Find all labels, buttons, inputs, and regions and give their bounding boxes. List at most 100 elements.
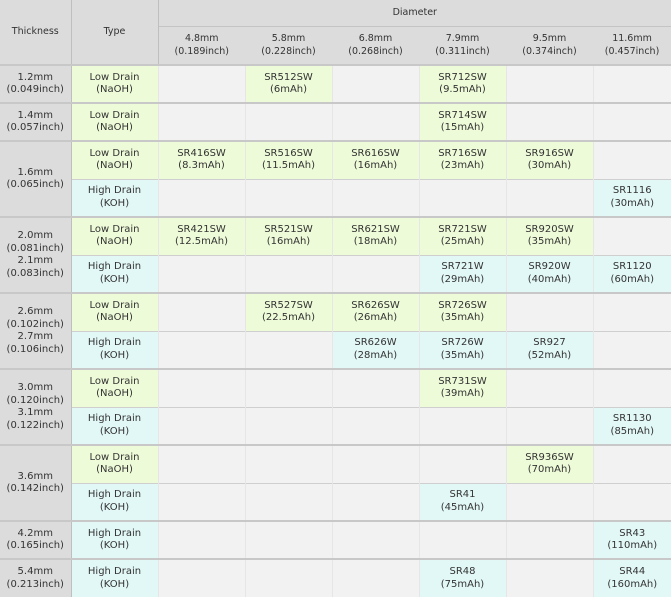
empty-cell [331,368,419,407]
battery-cell: SR512SW (6mAh) [244,64,332,103]
battery-cell: SR1120 (60mAh) [592,254,671,293]
battery-cell: SR621SW (18mAh) [331,216,419,255]
battery-cell: SR714SW (15mAh) [418,102,506,141]
table-row: 3.0mm (0.120inch) 3.1mm (0.122inch) Low Dra… [0,368,671,445]
empty-cell [592,102,671,141]
battery-cell: SR712SW (9.5mAh) [418,64,506,103]
table-row: High Drain (KOH) SR1130 (85mAh) [0,406,671,445]
battery-cell: SR726W (35mAh) [418,330,506,369]
empty-cell [418,444,506,483]
thickness-header: Thickness [0,0,72,65]
empty-cell [157,292,245,331]
empty-cell [592,482,671,521]
type-cell-high-drain: High Drain (KOH) [70,482,158,521]
battery-cell: SR626SW (26mAh) [331,292,419,331]
table-row: 3.6mm (0.142inch) Low Drain (NaOH) SR936SW… [0,444,671,521]
battery-cell: SR721SW (25mAh) [418,216,506,255]
table-row: 1.4mm (0.057inch) Low Drain (NaOH) SR714SW… [0,102,671,141]
battery-cell: SR731SW (39mAh) [418,368,506,407]
battery-cell: SR927 (52mAh) [505,330,593,369]
empty-cell [505,292,593,331]
empty-cell [244,520,332,559]
empty-cell [505,368,593,407]
empty-cell [244,330,332,369]
empty-cell [244,102,332,141]
battery-cell: SR516SW (11.5mAh) [244,140,332,179]
empty-cell [331,444,419,483]
battery-cell: SR48 (75mAh) [418,558,506,597]
empty-cell [505,102,593,141]
empty-cell [331,178,419,217]
type-cell-high-drain: High Drain (KOH) [70,178,158,217]
empty-cell [244,254,332,293]
empty-cell [331,406,419,445]
diameter-col-header: 5.8mm (0.228inch) [245,26,332,65]
battery-cell: SR920SW (35mAh) [505,216,593,255]
type-cell-low-drain: Low Drain (NaOH) [70,140,158,179]
empty-cell [592,216,671,255]
diameter-col-header: 9.5mm (0.374inch) [506,26,593,65]
type-cell-low-drain: Low Drain (NaOH) [70,216,158,255]
table-row: 2.6mm (0.102inch) 2.7mm (0.106inch) Low Dra… [0,292,671,369]
battery-cell: SR41 (45mAh) [418,482,506,521]
empty-cell [418,178,506,217]
empty-cell [244,406,332,445]
empty-cell [157,64,245,103]
battery-cell: SR1116 (30mAh) [592,178,671,217]
empty-cell [505,520,593,559]
empty-cell [418,520,506,559]
empty-cell [157,102,245,141]
battery-cell: SR1130 (85mAh) [592,406,671,445]
type-cell-low-drain: Low Drain (NaOH) [70,444,158,483]
thickness-cell: 4.2mm (0.165inch) [0,520,72,559]
thickness-cell: 3.6mm (0.142inch) [0,444,72,521]
type-header: Type [71,0,159,65]
diameter-header: Diameter [158,0,671,27]
empty-cell [331,520,419,559]
diameter-col-header: 4.8mm (0.189inch) [158,26,245,65]
battery-cell: SR527SW (22.5mAh) [244,292,332,331]
battery-cell: SR726SW (35mAh) [418,292,506,331]
table-row: 1.6mm (0.065inch) Low Drain (NaOH) SR416SW… [0,140,671,217]
empty-cell [244,482,332,521]
empty-cell [592,444,671,483]
thickness-cell: 2.6mm (0.102inch) 2.7mm (0.106inch) [0,292,72,369]
diameter-col-header: 7.9mm (0.311inch) [419,26,506,65]
type-cell-low-drain: Low Drain (NaOH) [70,368,158,407]
empty-cell [157,178,245,217]
battery-cell: SR43 (110mAh) [592,520,671,559]
empty-cell [505,406,593,445]
empty-cell [157,444,245,483]
empty-cell [331,102,419,141]
empty-cell [157,254,245,293]
battery-cell: SR616SW (16mAh) [331,140,419,179]
empty-cell [592,64,671,103]
empty-cell [157,558,245,597]
table-row: High Drain (KOH) SR41 (45mAh) [0,482,671,521]
battery-cell: SR920W (40mAh) [505,254,593,293]
type-cell-high-drain: High Drain (KOH) [70,520,158,559]
battery-cell: SR416SW (8.3mAh) [157,140,245,179]
empty-cell [331,482,419,521]
empty-cell [505,64,593,103]
type-cell-high-drain: High Drain (KOH) [70,330,158,369]
empty-cell [157,330,245,369]
battery-cell: SR521SW (16mAh) [244,216,332,255]
battery-cell: SR721W (29mAh) [418,254,506,293]
empty-cell [592,368,671,407]
thickness-cell: 1.4mm (0.057inch) [0,102,72,141]
battery-cell: SR716SW (23mAh) [418,140,506,179]
type-cell-low-drain: Low Drain (NaOH) [70,292,158,331]
empty-cell [592,292,671,331]
battery-cell: SR916SW (30mAh) [505,140,593,179]
empty-cell [505,558,593,597]
type-cell-low-drain: Low Drain (NaOH) [70,64,158,103]
empty-cell [244,178,332,217]
table-row: 5.4mm (0.213inch) High Drain (KOH) SR48 (75… [0,558,671,597]
empty-cell [505,482,593,521]
empty-cell [592,330,671,369]
type-cell-high-drain: High Drain (KOH) [70,558,158,597]
battery-cell: SR626W (28mAh) [331,330,419,369]
thickness-cell: 2.0mm (0.081inch) 2.1mm (0.083inch) [0,216,72,293]
